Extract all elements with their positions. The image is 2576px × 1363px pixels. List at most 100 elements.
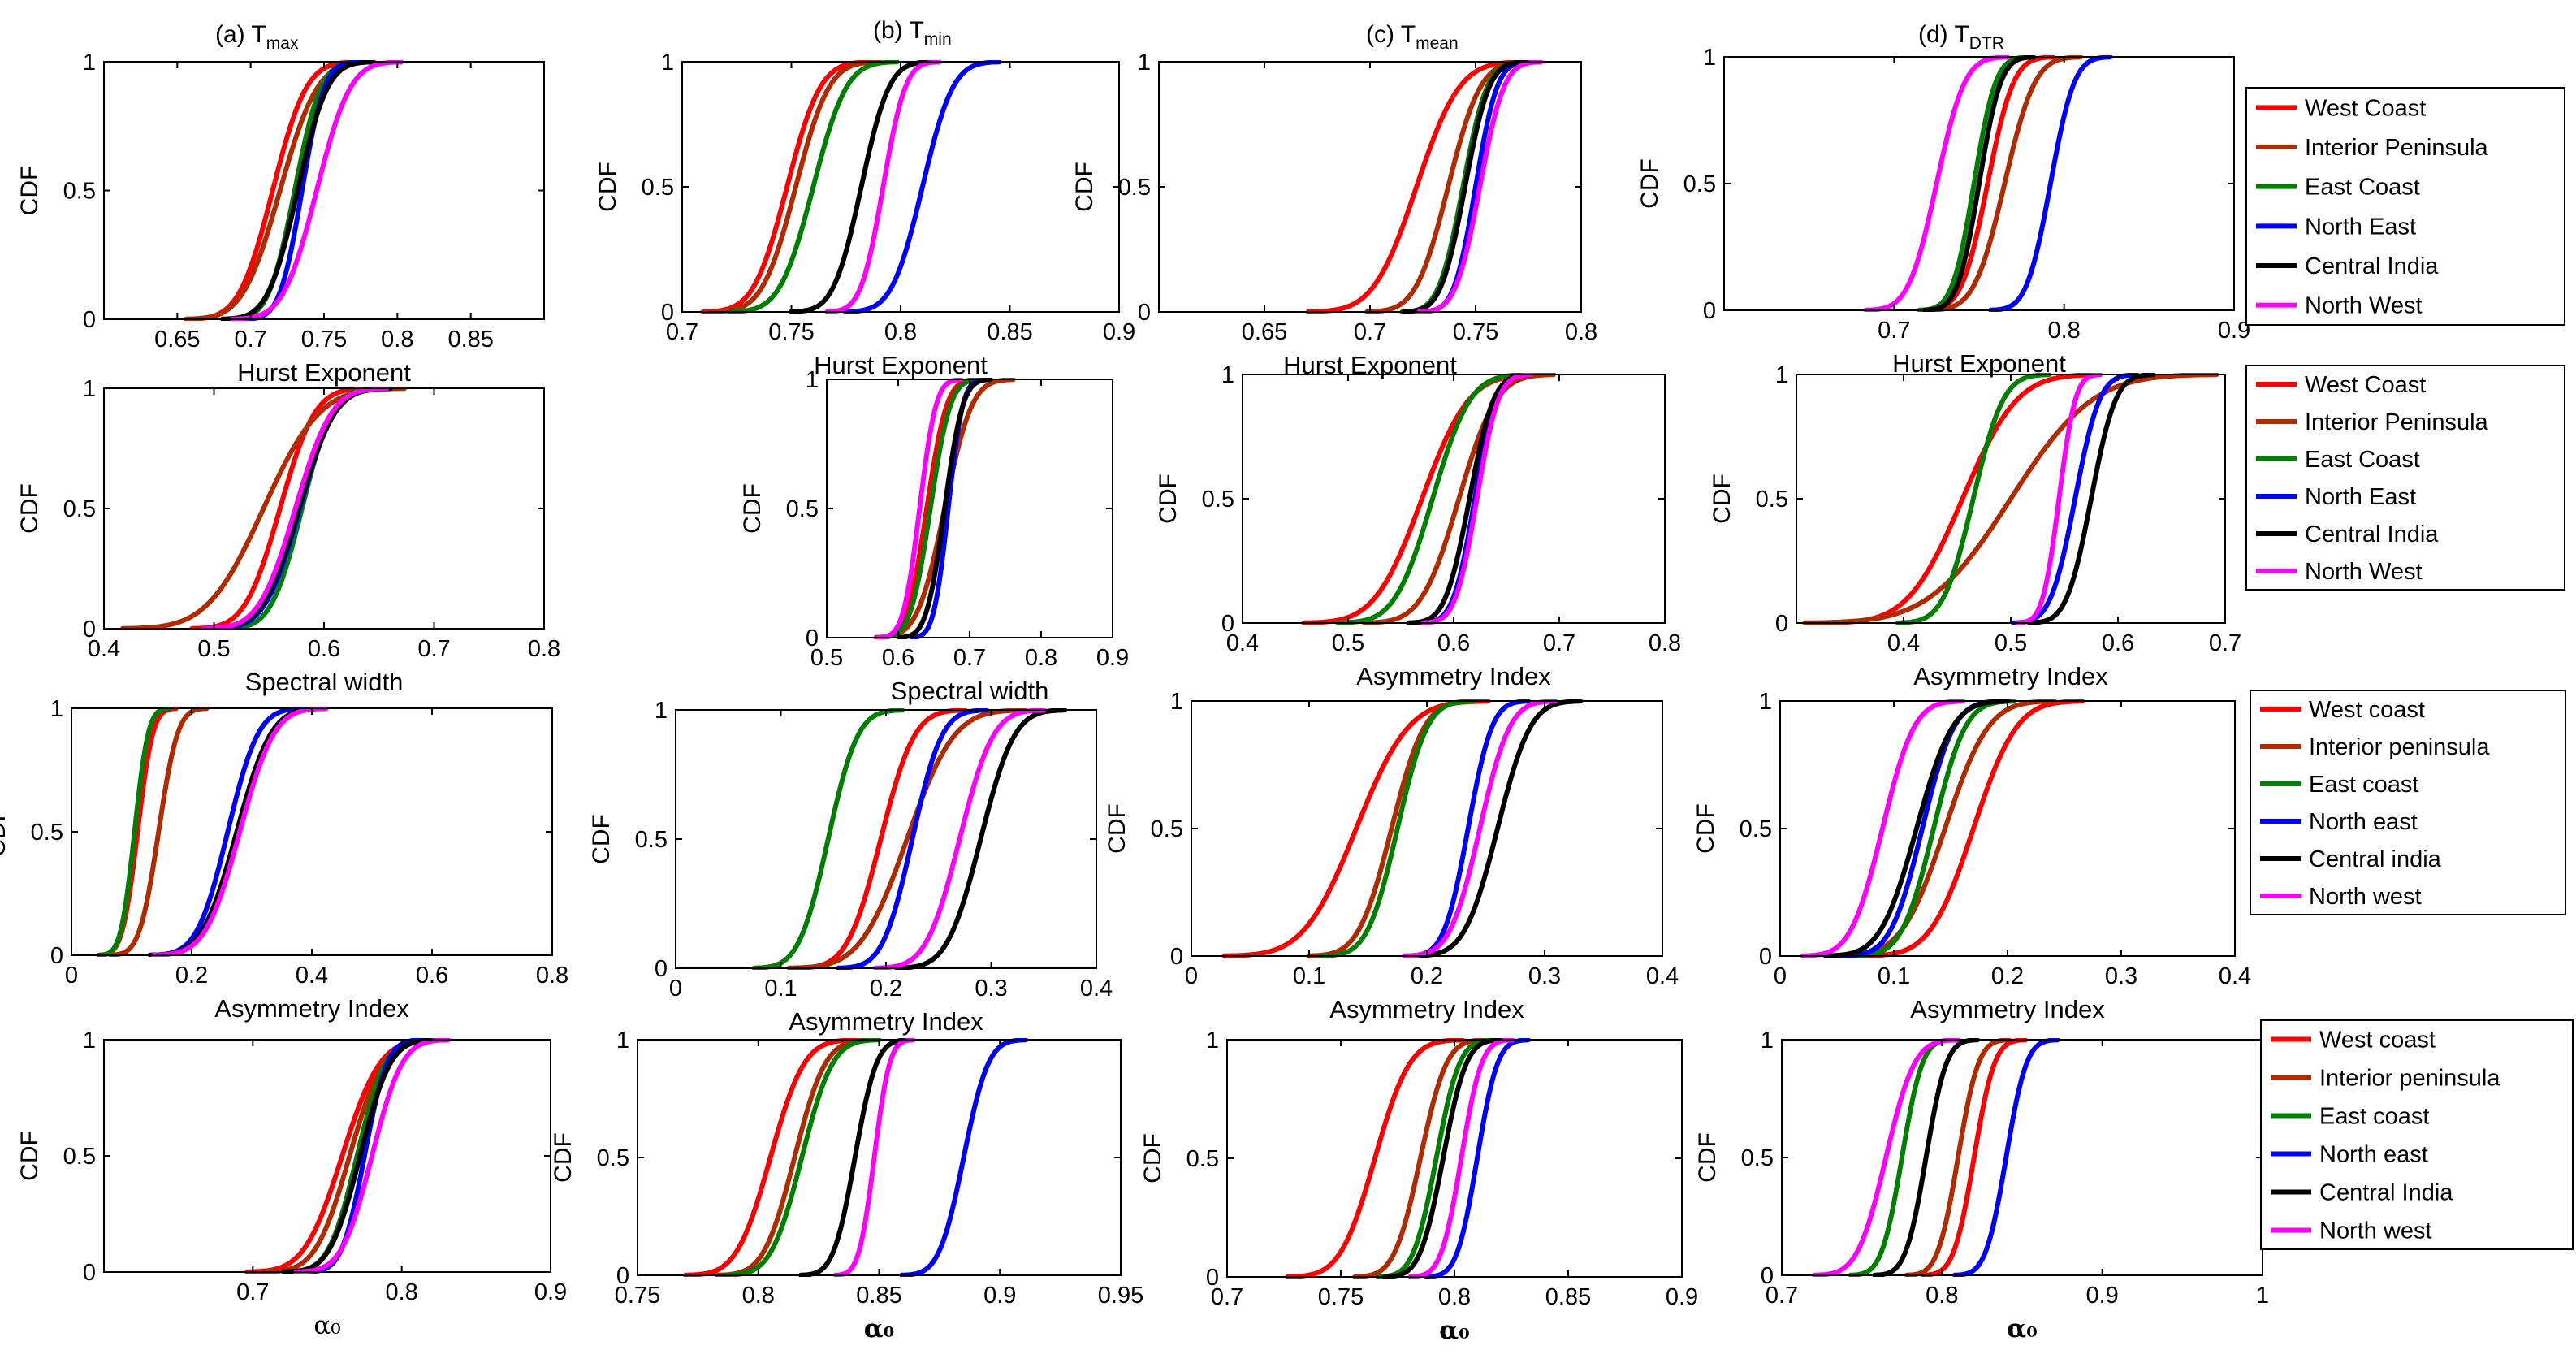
series-line-r2c0-2: [97, 707, 172, 957]
x-axis-label-r0c1: Hurst Exponent: [814, 351, 988, 379]
x-tick-label-r1c1-4: 0.9: [1096, 645, 1129, 671]
x-axis-label-r3c1: α₀: [864, 1314, 894, 1344]
panel-r1c0: 0.4 0.5 0.6 0.7 0.8 0 0.5 1 CDF Spectral width: [16, 376, 560, 696]
y-tick-label-r0c1-2: 1: [661, 50, 674, 76]
x-tick-label-r1c1-2: 0.7: [953, 645, 986, 671]
series-group-r0c2: [1306, 60, 1544, 314]
series-line-r3c2-4: [1382, 1038, 1504, 1279]
series-group-r0c0: [184, 60, 404, 321]
x-tick-label-r3c3-3: 1: [2256, 1283, 2269, 1309]
x-tick-label-r0c0-3: 0.8: [381, 327, 413, 353]
x-tick-label-r0c3-0: 0.7: [1878, 318, 1910, 344]
column-title-d: (d) TDTR: [1918, 21, 2004, 53]
y-tick-label-r0c3-0: 0: [1703, 298, 1716, 324]
y-tick-label-r2c3-1: 0.5: [1740, 816, 1772, 842]
x-tick-label-r0c1-2: 0.8: [884, 319, 917, 345]
series-line-r2c3-4: [1823, 699, 2010, 958]
y-tick-label-r3c1-2: 1: [616, 1028, 629, 1054]
x-tick-label-r0c0-1: 0.7: [235, 327, 267, 353]
series-group-r0c1: [700, 60, 1002, 314]
series-group-r1c2: [1301, 373, 1556, 625]
legend-label-3-2: East coast: [2319, 1104, 2429, 1130]
x-tick-label-r2c3-2: 0.2: [1991, 963, 2024, 989]
series-line-r0c1-1: [709, 60, 883, 314]
y-axis-label-r3c1: CDF: [550, 1132, 577, 1183]
series-line-r1c3-1: [1802, 373, 2219, 625]
y-axis-label-r3c3: CDF: [1694, 1132, 1721, 1183]
y-tick-label-r1c1-2: 1: [806, 367, 819, 393]
series-line-r0c0-5: [229, 60, 404, 321]
x-tick-label-r3c1-1: 0.8: [742, 1283, 775, 1309]
y-tick-label-r3c0-0: 0: [83, 1260, 96, 1286]
x-tick-label-r1c0-2: 0.6: [308, 636, 340, 662]
x-tick-label-r0c0-4: 0.85: [447, 327, 493, 353]
x-tick-label-r2c2-2: 0.2: [1411, 963, 1443, 989]
y-tick-label-r0c0-1: 0.5: [63, 179, 96, 205]
series-group-r3c3: [1811, 1038, 2060, 1277]
series-line-r1c0-5: [201, 387, 390, 630]
y-axis-label-r2c2: CDF: [1104, 803, 1130, 854]
x-tick-label-r0c1-0: 0.7: [666, 319, 698, 345]
y-tick-label-r3c3-1: 0.5: [1741, 1145, 1774, 1171]
y-tick-label-r3c2-1: 0.5: [1186, 1146, 1219, 1172]
x-tick-label-r3c0-1: 0.8: [386, 1279, 418, 1305]
y-tick-label-r1c1-0: 0: [806, 625, 819, 651]
series-line-r1c1-2: [877, 378, 983, 639]
series-line-r0c3-3: [1988, 55, 2113, 312]
y-axis-label-r0c1: CDF: [594, 162, 621, 212]
x-axis-label-r1c2: Asymmetry Index: [1356, 662, 1551, 690]
y-tick-label-r1c1-1: 0.5: [786, 496, 819, 522]
y-tick-label-r1c0-2: 1: [83, 376, 96, 402]
x-tick-label-r1c2-1: 0.5: [1332, 630, 1364, 656]
y-tick-label-r0c1-1: 0.5: [642, 175, 674, 201]
series-group-r2c3: [1800, 699, 2085, 958]
legend-label-0-4: Central India: [2305, 253, 2439, 279]
column-title-a: (a) Tmax: [215, 21, 299, 53]
legend-1: West Coast Interior Peninsula East Coast No…: [2245, 365, 2565, 591]
y-tick-label-r3c1-1: 0.5: [597, 1145, 629, 1171]
panel-r2c3: 0 0.1 0.2 0.3 0.4 0 0.5 1 CDF Asymmetry Index: [1692, 689, 2251, 1023]
x-tick-label-r3c2-4: 0.9: [1666, 1284, 1698, 1310]
series-line-r3c2-0: [1285, 1038, 1465, 1279]
x-tick-label-r3c1-3: 0.9: [983, 1283, 1016, 1309]
x-tick-label-r2c2-0: 0: [1185, 963, 1198, 989]
series-line-r3c1-3: [899, 1038, 1028, 1277]
y-axis-label-r0c0: CDF: [16, 166, 43, 216]
series-line-r1c1-5: [875, 378, 964, 639]
x-tick-label-r2c1-1: 0.1: [764, 976, 797, 1002]
legend-0: West Coast Interior Peninsula East Coast No…: [2245, 87, 2565, 326]
x-tick-label-r1c3-2: 0.6: [2102, 630, 2134, 656]
series-line-r0c2-4: [1402, 60, 1528, 314]
series-line-r2c1-5: [873, 708, 1047, 970]
series-line-r2c3-0: [1861, 699, 2085, 958]
series-group-r1c0: [120, 387, 407, 630]
series-line-r0c2-5: [1416, 60, 1544, 314]
x-tick-label-r2c1-0: 0: [669, 976, 682, 1002]
series-line-r3c1-2: [722, 1038, 882, 1277]
x-tick-label-r1c0-0: 0.4: [88, 636, 120, 662]
legend-label-2-5: North west: [2309, 884, 2422, 910]
x-tick-label-r3c3-2: 0.9: [2086, 1283, 2119, 1309]
series-line-r1c3-4: [2026, 373, 2156, 625]
legend-label-0-0: West Coast: [2305, 95, 2426, 121]
y-tick-label-r0c2-0: 0: [1138, 300, 1151, 326]
series-line-r2c3-5: [1800, 699, 1965, 958]
y-axis-label-r0c2: CDF: [1071, 162, 1098, 212]
series-line-r3c1-4: [798, 1038, 912, 1277]
series-line-r2c3-2: [1851, 699, 2016, 958]
x-axis-label-r2c3: Asymmetry Index: [1910, 995, 2105, 1023]
series-group-r2c1: [751, 708, 1068, 970]
series-line-r0c3-4: [1922, 55, 2036, 312]
y-axis-label-r1c3: CDF: [1709, 474, 1735, 524]
y-tick-label-r3c0-2: 1: [83, 1028, 96, 1054]
x-axis-label-r0c0: Hurst Exponent: [237, 358, 411, 387]
x-tick-label-r1c0-4: 0.8: [528, 636, 560, 662]
legend-2: West coast Interior peninsula East coast No…: [2250, 690, 2566, 915]
panel-r2c1: 0 0.1 0.2 0.3 0.4 0 0.5 1 CDF Asymmetry Index: [588, 698, 1113, 1036]
legend-label-1-4: Central India: [2305, 521, 2439, 547]
series-line-r2c1-1: [786, 708, 1027, 970]
x-tick-label-r3c3-0: 0.7: [1766, 1283, 1798, 1309]
series-line-r2c1-4: [893, 708, 1068, 970]
